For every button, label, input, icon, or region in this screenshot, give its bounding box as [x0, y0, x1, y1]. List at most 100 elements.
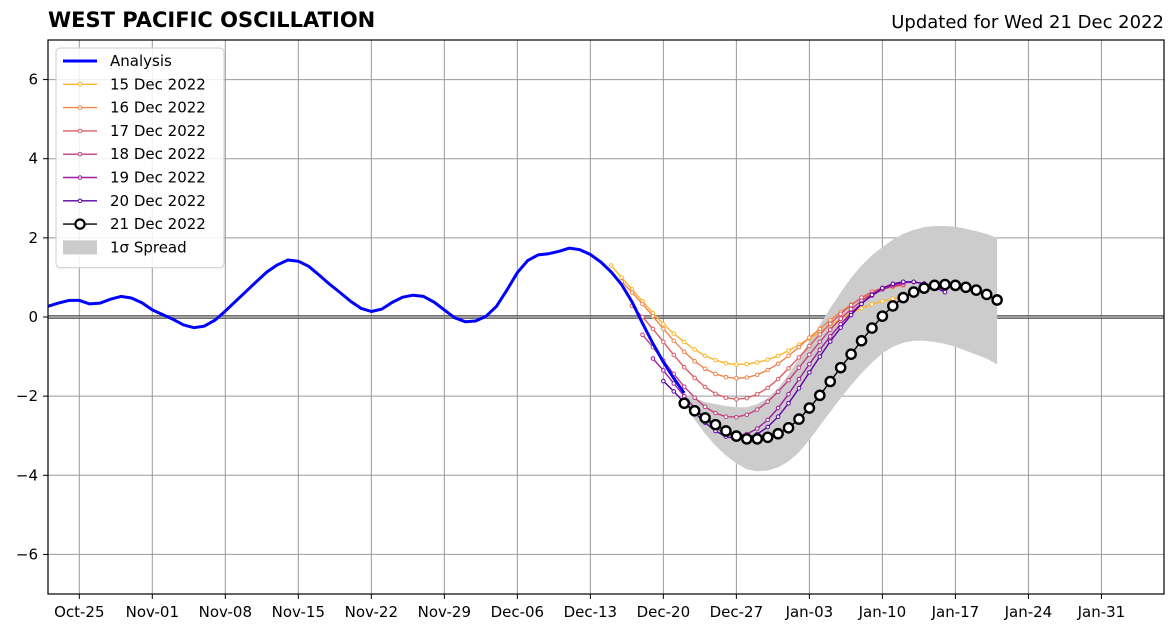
x-tick-label: Jan-10	[858, 603, 907, 621]
forecast-point	[897, 291, 910, 304]
forecast-point	[890, 296, 896, 302]
forecast-point	[911, 279, 916, 285]
forecast-point	[734, 397, 739, 402]
legend-item: 16 Dec 2022	[63, 99, 206, 117]
plot-frame	[47, 39, 1165, 595]
y-tick-label: 0	[28, 308, 38, 326]
forecast-point	[827, 317, 833, 323]
analysis-line	[47, 246, 686, 394]
forecast-point	[692, 375, 697, 381]
forecast-point	[817, 332, 823, 337]
forecast-point	[803, 402, 816, 414]
legend-item: 20 Dec 2022	[63, 192, 206, 210]
forecast-point	[681, 393, 687, 399]
x-tick-label: Dec-20	[637, 603, 691, 621]
forecast-point	[928, 279, 941, 292]
forecast-point	[765, 367, 770, 373]
forecast-point	[880, 285, 885, 291]
forecast-point	[661, 321, 666, 327]
legend-marker	[77, 198, 83, 204]
forecast-point	[661, 339, 666, 345]
forecast-point	[744, 361, 750, 367]
forecast-point	[640, 332, 645, 338]
legend-item: 17 Dec 2022	[63, 122, 206, 140]
y-tick-label: −4	[16, 466, 38, 484]
forecast-point	[859, 305, 864, 311]
forecast-point	[741, 433, 753, 445]
forecast-point	[765, 399, 770, 404]
forecast-point	[807, 352, 812, 357]
forecast-point	[713, 391, 718, 397]
forecast-point	[608, 263, 614, 268]
forecast-point	[775, 376, 781, 382]
forecast-point	[907, 286, 920, 298]
forecast-point	[848, 302, 854, 308]
x-tick-label: Jan-31	[1077, 603, 1126, 621]
forecast-point	[859, 301, 864, 307]
axis-layer: Oct-25 Nov-01 Nov-08 Nov-15 Nov-22 Nov-29 Dec-…	[16, 39, 1165, 621]
forecast-point	[713, 410, 718, 416]
x-tick-label: Dec-06	[491, 603, 545, 621]
grid-layer	[48, 40, 1164, 594]
forecast-point	[827, 321, 833, 327]
forecast-point	[807, 370, 812, 375]
forecast-point	[692, 359, 697, 364]
forecast-point	[775, 361, 781, 366]
forecast-point	[949, 279, 962, 292]
legend-item: 19 Dec 2022	[63, 169, 206, 187]
forecast-point	[692, 395, 697, 401]
x-tick-label: Nov-15	[272, 603, 325, 621]
forecast-point	[754, 372, 760, 378]
forecast-point	[782, 421, 795, 434]
legend-item: 15 Dec 2022	[63, 75, 206, 93]
forecast-point	[796, 385, 802, 391]
forecast-point	[688, 404, 701, 417]
forecast-point	[775, 353, 781, 359]
forecast-point	[713, 371, 718, 377]
forecast-point	[838, 311, 843, 317]
forecast-series	[678, 278, 1003, 445]
forecast-point	[817, 347, 823, 353]
forecast-point	[650, 326, 656, 332]
forecast-point	[671, 352, 677, 358]
forecast-point	[661, 326, 666, 332]
forecast-point	[786, 366, 791, 371]
forecast-point	[730, 430, 743, 442]
forecast-point	[848, 312, 854, 318]
forecast-point	[827, 339, 833, 344]
forecast-point	[671, 381, 677, 386]
forecast-point	[723, 395, 729, 401]
forecast-point	[796, 355, 802, 360]
legend-item: 18 Dec 2022	[63, 145, 206, 163]
forecast-point	[824, 375, 837, 388]
legend-label: Analysis	[110, 52, 172, 70]
forecast-point	[918, 282, 930, 294]
forecast-point	[848, 306, 854, 312]
forecast-point	[775, 414, 781, 420]
legend-label: 21 Dec 2022	[110, 215, 206, 233]
x-tick-label: Nov-29	[418, 603, 471, 621]
forecast-point	[855, 334, 868, 347]
x-tick-label: Nov-08	[199, 603, 252, 621]
legend-label: 20 Dec 2022	[110, 192, 206, 210]
y-tick-label: 6	[28, 71, 38, 89]
forecast-point	[796, 376, 802, 382]
forecast-point	[671, 331, 677, 336]
forecast-point	[775, 389, 781, 395]
forecast-point	[629, 290, 635, 295]
forecast-point	[991, 294, 1003, 306]
forecast-point	[723, 360, 729, 366]
forecast-point	[723, 414, 729, 420]
x-tick-label: Nov-01	[126, 603, 179, 621]
forecast-point	[734, 376, 739, 381]
forecast-point	[713, 357, 718, 363]
forecast-point	[880, 298, 885, 304]
forecast-point	[709, 418, 722, 431]
forecast-point	[786, 391, 791, 397]
forecast-point	[814, 389, 826, 402]
legend-label: 1σ Spread	[110, 238, 187, 256]
forecast-point	[754, 360, 760, 365]
forecast-point	[702, 404, 708, 410]
forecast-point	[720, 425, 732, 437]
